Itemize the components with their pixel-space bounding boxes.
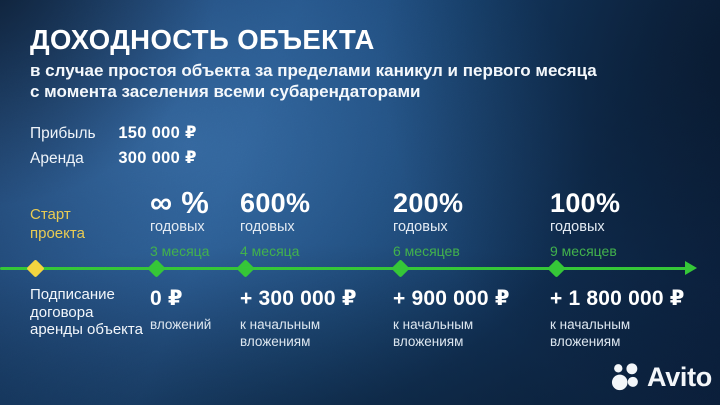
subtitle-line-1: в случае простоя объекта за пределами ка… xyxy=(30,61,597,80)
avito-logo: Avito xyxy=(611,361,712,394)
amount-value: + 900 000 ₽ xyxy=(393,287,510,310)
period-label: 6 месяцев xyxy=(393,243,460,259)
subtitle-line-2: с момента заселения всеми субарендаторам… xyxy=(30,81,421,101)
avito-logo-text: Avito xyxy=(647,362,712,392)
amount-value: + 1 800 000 ₽ xyxy=(550,287,685,310)
milestone-column-9-months: 100% годовых 9 месяцев + 1 800 000 ₽ к н… xyxy=(550,189,700,350)
rent-label: Аренда xyxy=(30,150,84,167)
profit-value: 150 000 ₽ xyxy=(118,124,197,142)
rent-value: 300 000 ₽ xyxy=(118,149,197,167)
milestone-column-6-months: 200% годовых 6 месяцев + 900 000 ₽ к нач… xyxy=(393,189,543,350)
annual-return-unit: годовых xyxy=(393,219,448,235)
period-label: 4 месяца xyxy=(240,243,300,259)
page-title: ДОХОДНОСТЬ ОБЪЕКТА xyxy=(30,24,375,55)
summary-row-rent: Аренда 300 000 ₽ xyxy=(30,146,197,171)
amount-note: к начальным вложениям xyxy=(240,317,321,349)
annual-return-value: 600% xyxy=(240,188,311,218)
profit-label: Прибыль xyxy=(30,125,96,142)
avito-dots-icon xyxy=(611,363,638,391)
summary-table: Прибыль 150 000 ₽ Аренда 300 000 ₽ xyxy=(30,121,197,171)
period-label: 9 месяцев xyxy=(550,243,617,259)
annual-return-unit: годовых xyxy=(240,219,295,235)
page-subtitle: в случае простоя объекта за пределами ка… xyxy=(30,61,597,102)
amount-note: к начальным вложениям xyxy=(393,317,474,349)
timeline-signing-label: Подписание договора аренды объекта xyxy=(30,286,143,338)
annual-return-value: 200% xyxy=(393,188,464,218)
annual-return-unit: годовых xyxy=(550,219,605,235)
timeline-start-label: Старт проекта xyxy=(30,206,85,242)
annual-return-value: 100% xyxy=(550,188,621,218)
amount-value: + 300 000 ₽ xyxy=(240,287,357,310)
amount-note: к начальным вложениям xyxy=(550,317,631,349)
timeline-marker-start-icon xyxy=(25,258,45,278)
milestone-column-4-months: 600% годовых 4 месяца + 300 000 ₽ к нача… xyxy=(240,189,390,350)
summary-row-profit: Прибыль 150 000 ₽ xyxy=(30,121,197,146)
